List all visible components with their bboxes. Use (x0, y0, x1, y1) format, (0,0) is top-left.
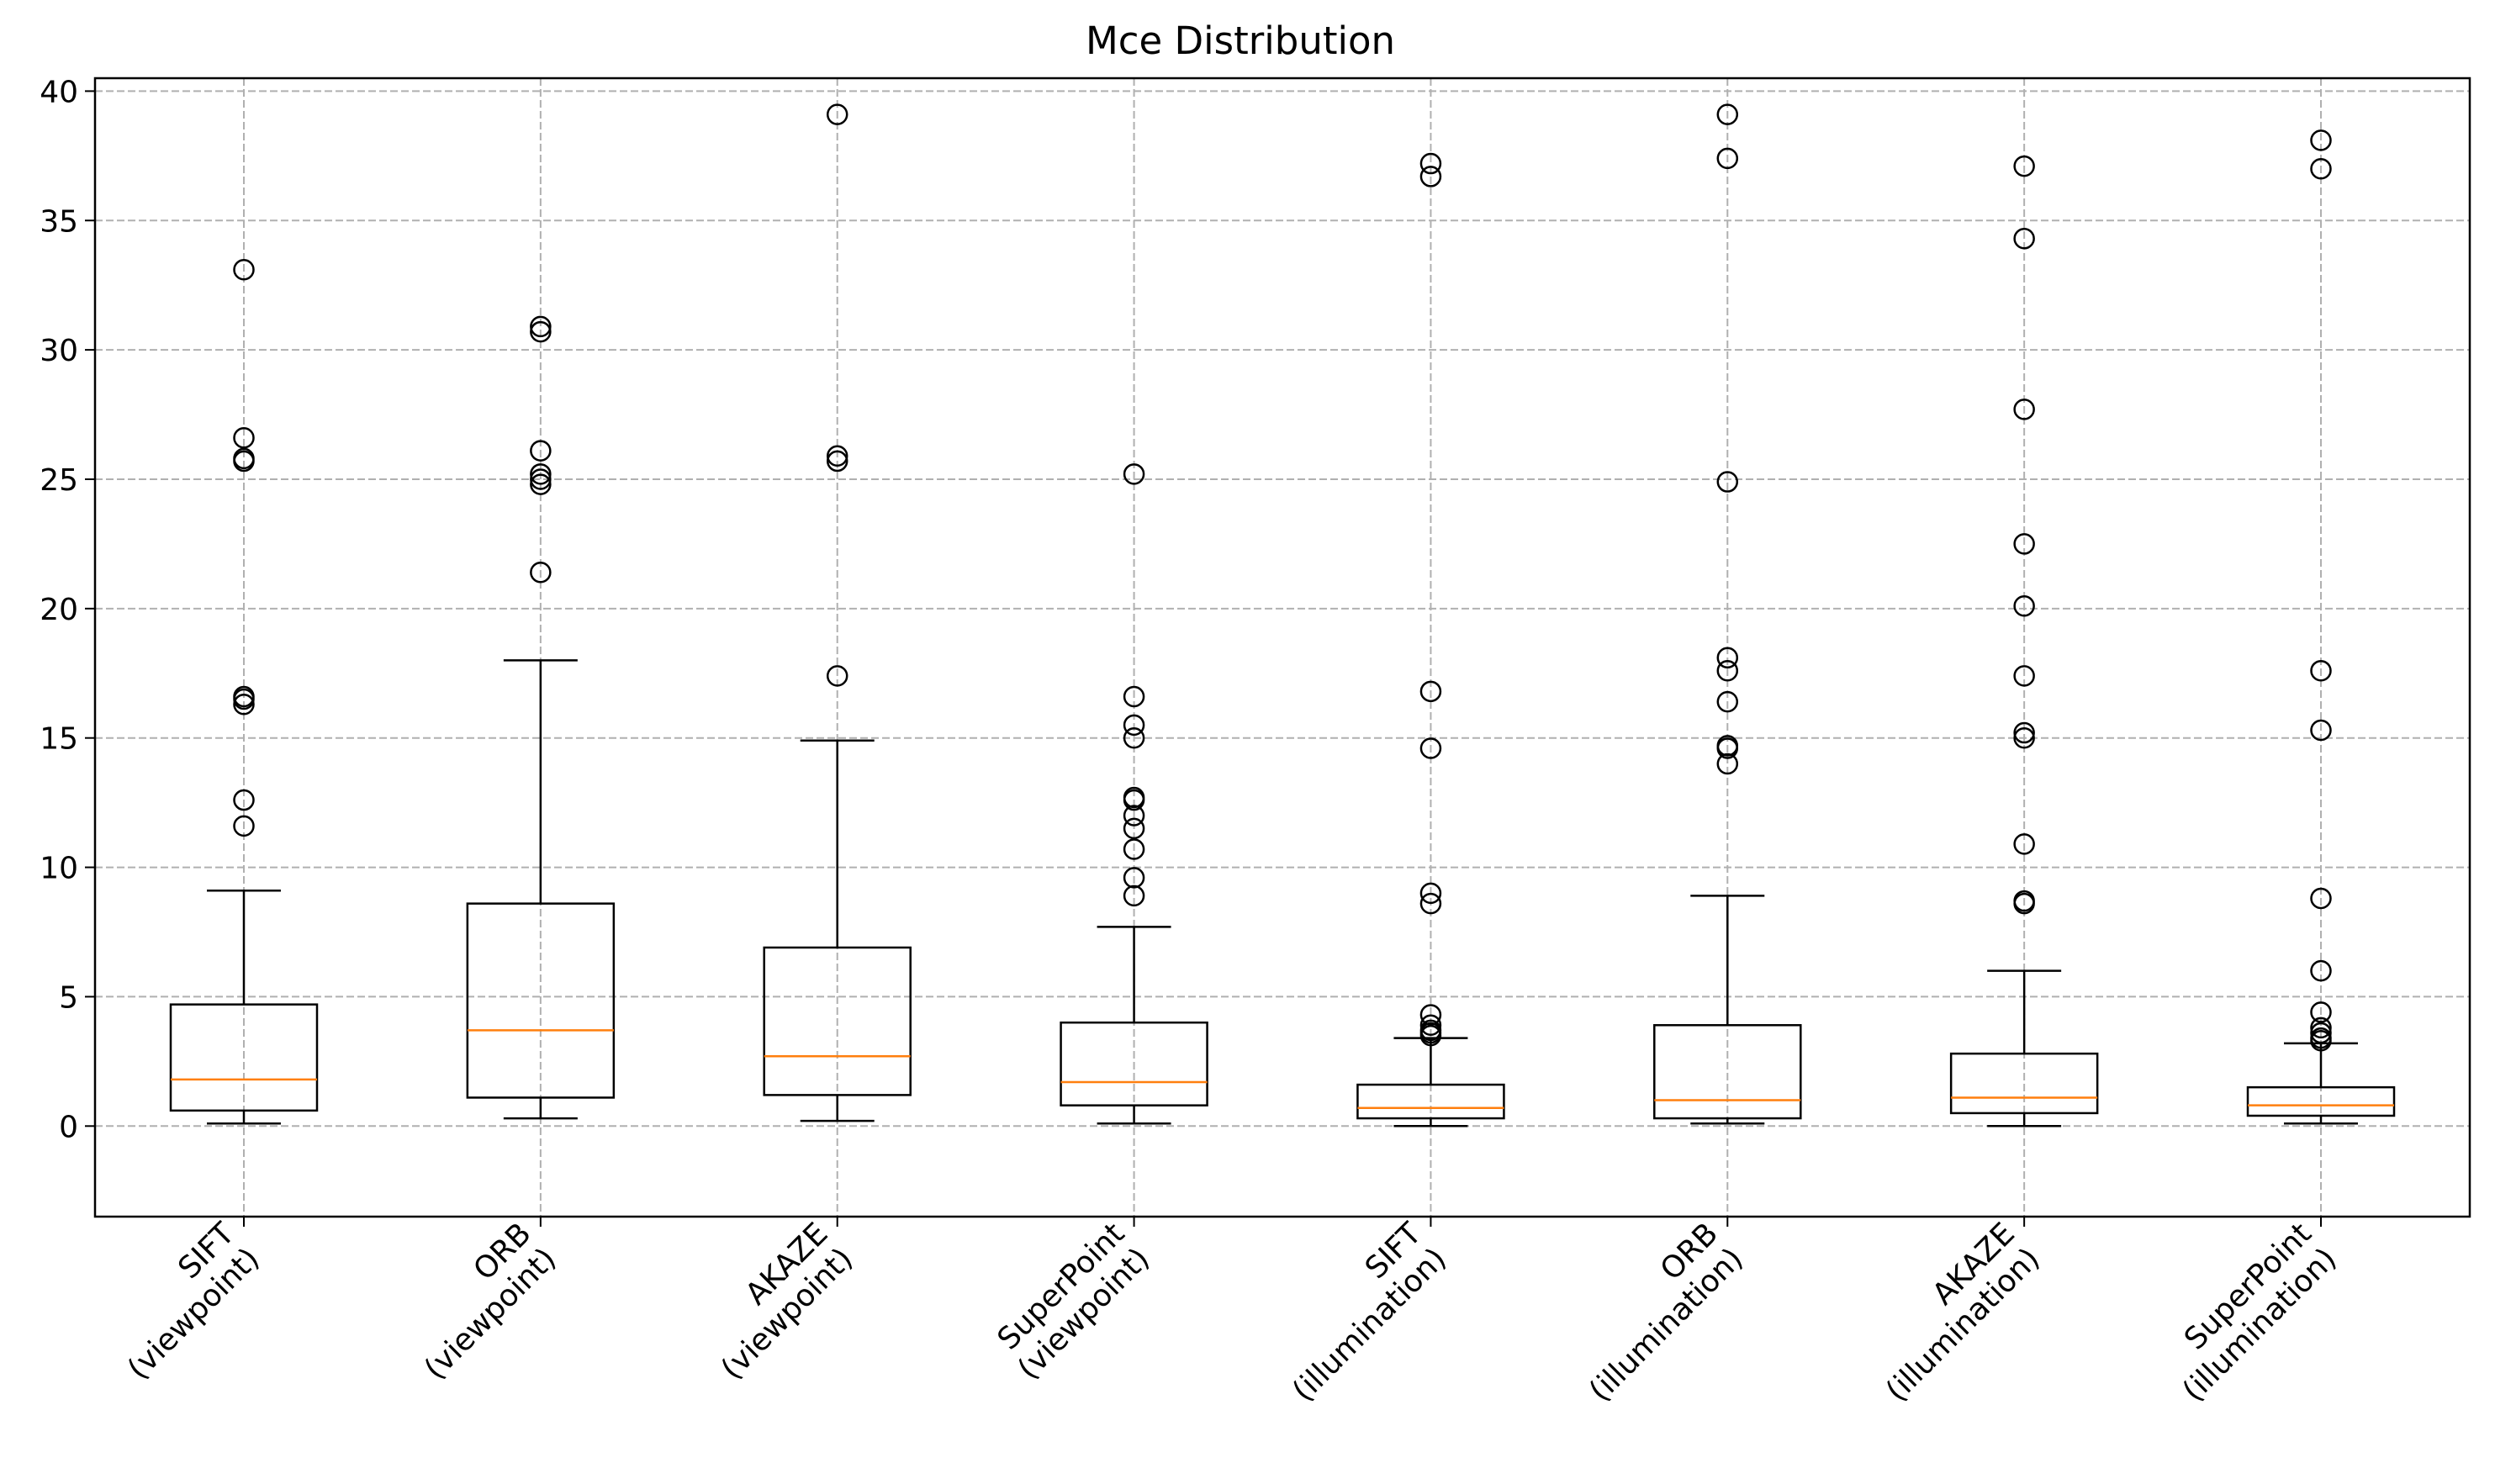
outlier-point (1419, 1004, 1442, 1026)
iqr-box (1356, 1083, 1505, 1120)
box-group (169, 258, 319, 1125)
outlier-point (1716, 647, 1739, 669)
outlier-point (1419, 892, 1442, 915)
outlier-point (233, 258, 255, 281)
outlier-point (2013, 155, 2035, 177)
outlier-point (530, 468, 552, 490)
outlier-point (530, 440, 552, 462)
outlier-point (1123, 786, 1145, 809)
y-tick-label: 40 (40, 75, 78, 109)
outlier-point (826, 450, 848, 473)
iqr-box (169, 1003, 319, 1112)
outlier-point (1419, 680, 1442, 703)
outlier-point (1123, 685, 1145, 708)
outlier-point (2013, 833, 2035, 855)
outlier-point (1123, 867, 1145, 889)
y-tick-label: 0 (59, 1110, 78, 1144)
box-layer (169, 103, 2396, 1128)
outlier-point (1419, 166, 1442, 187)
y-tick-label: 5 (59, 980, 78, 1015)
iqr-box (1060, 1021, 1208, 1106)
outlier-point (2310, 959, 2332, 982)
outlier-point (2013, 228, 2035, 250)
outlier-point (530, 320, 552, 343)
outlier-point (1716, 753, 1739, 775)
y-tick-label: 30 (40, 334, 78, 368)
outlier-point (2310, 1022, 2332, 1044)
box-group (763, 103, 912, 1122)
outlier-point (2013, 721, 2035, 744)
outlier-point (233, 426, 255, 449)
box-group (1060, 463, 1208, 1125)
outlier-point (2013, 533, 2035, 555)
outlier-point (233, 815, 255, 837)
outlier-point (1716, 147, 1739, 170)
outlier-point (1419, 882, 1442, 905)
outlier-point (2310, 659, 2332, 682)
y-tick-label: 10 (40, 852, 78, 886)
box-group (1653, 103, 1802, 1125)
y-tick-label: 15 (40, 722, 78, 757)
outlier-point (2013, 665, 2035, 687)
outlier-point (2013, 890, 2035, 912)
outlier-point (2310, 157, 2332, 180)
outlier-point (530, 473, 552, 495)
outlier-point (1716, 690, 1739, 713)
outlier-point (826, 665, 848, 687)
outlier-point (2310, 1001, 2332, 1023)
box-group (1949, 155, 2099, 1128)
outlier-point (1123, 817, 1145, 840)
outlier-point (1419, 1019, 1442, 1042)
y-tick-label: 35 (40, 204, 78, 239)
outlier-point (2013, 595, 2035, 617)
outlier-point (2013, 726, 2035, 749)
outlier-point (2310, 719, 2332, 742)
outlier-point (2310, 1017, 2332, 1039)
outlier-point (530, 315, 552, 338)
outlier-point (233, 685, 255, 708)
outlier-point (1716, 735, 1739, 757)
box-group (466, 315, 616, 1120)
outlier-point (1123, 714, 1145, 737)
outlier-point (1123, 805, 1145, 826)
y-tick-label: 25 (40, 463, 78, 498)
outlier-point (233, 789, 255, 811)
outlier-point (2310, 1027, 2332, 1049)
iqr-box (763, 946, 912, 1096)
outlier-point (1716, 471, 1739, 493)
outlier-point (1419, 1014, 1442, 1037)
outlier-point (530, 562, 552, 584)
y-tick-label: 20 (40, 593, 78, 627)
outlier-point (826, 445, 848, 467)
outlier-point (233, 447, 255, 470)
outlier-point (2310, 887, 2332, 910)
plot-area-frame (93, 77, 2471, 1218)
outlier-point (1716, 103, 1739, 125)
outlier-point (1419, 152, 1442, 175)
iqr-box (1653, 1024, 1802, 1120)
outlier-point (233, 693, 255, 716)
box-group (2246, 129, 2396, 1125)
iqr-box (2246, 1085, 2396, 1117)
iqr-box (466, 902, 616, 1099)
outlier-point (1419, 737, 1442, 759)
outlier-point (826, 103, 848, 125)
chart-title: Mce Distribution (1086, 18, 1395, 63)
outlier-point (1123, 885, 1145, 907)
outlier-point (2310, 129, 2332, 151)
outlier-point (530, 463, 552, 485)
iqr-box (1949, 1052, 2099, 1115)
outlier-point (1716, 659, 1739, 682)
outlier-point (1123, 838, 1145, 860)
outlier-point (1123, 463, 1145, 485)
outlier-point (1123, 726, 1145, 749)
outlier-point (2013, 399, 2035, 420)
box-group (1356, 152, 1505, 1128)
